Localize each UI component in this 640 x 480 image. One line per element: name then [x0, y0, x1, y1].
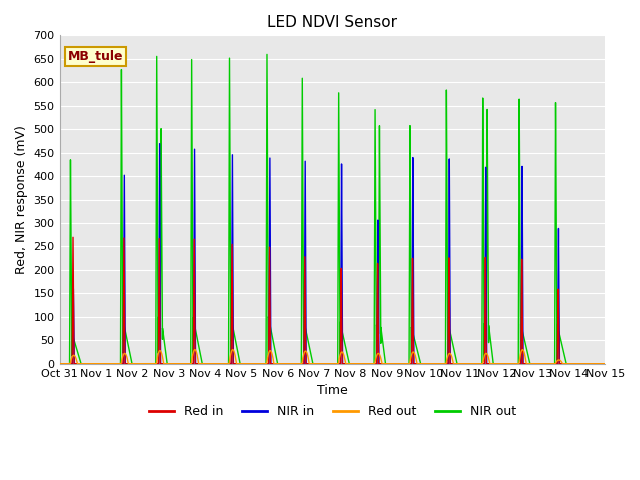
Text: MB_tule: MB_tule	[68, 50, 124, 63]
Title: LED NDVI Sensor: LED NDVI Sensor	[268, 15, 397, 30]
Y-axis label: Red, NIR response (mV): Red, NIR response (mV)	[15, 125, 28, 274]
Legend: Red in, NIR in, Red out, NIR out: Red in, NIR in, Red out, NIR out	[144, 400, 521, 423]
X-axis label: Time: Time	[317, 384, 348, 397]
